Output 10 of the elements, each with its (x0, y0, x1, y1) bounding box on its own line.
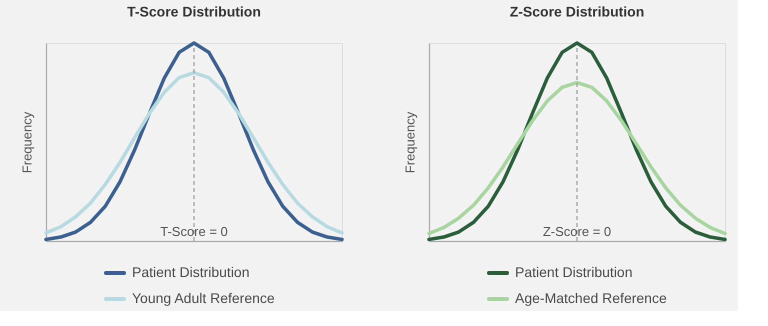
legend-label: Age-Matched Reference (515, 290, 667, 306)
chart-title: Z-Score Distribution (510, 3, 644, 20)
legend-label: Patient Distribution (132, 264, 250, 280)
y-axis-title: Frequency (402, 111, 418, 174)
legend-label: Young Adult Reference (132, 290, 275, 306)
y-axis-title: Frequency (20, 111, 34, 174)
legend-label: Patient Distribution (515, 264, 633, 280)
annotation: T-Score = 0 (160, 224, 228, 239)
annotation: Z-Score = 0 (542, 224, 612, 239)
chart-title: T-Score Distribution (127, 3, 261, 20)
